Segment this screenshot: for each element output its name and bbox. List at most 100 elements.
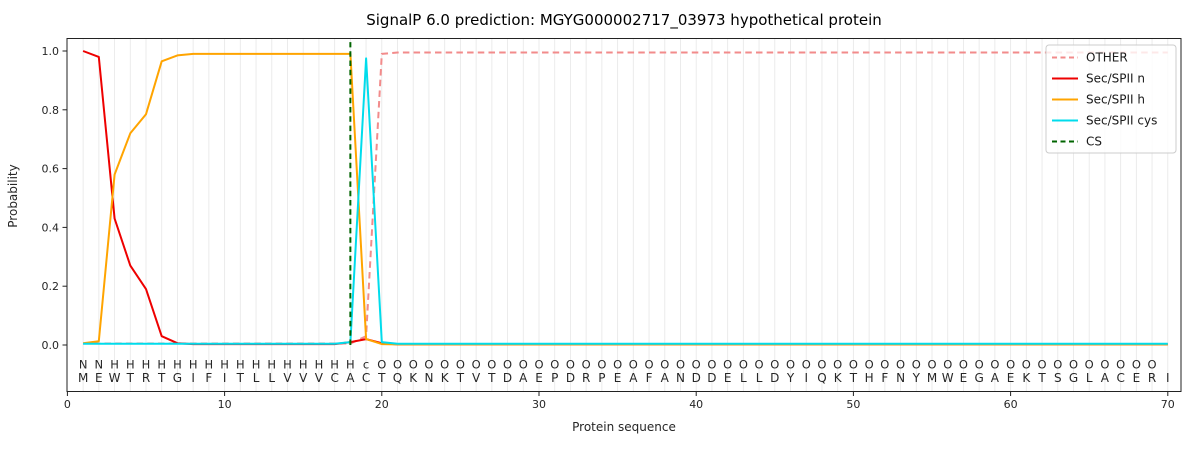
sequence-letter: L [1086,371,1093,385]
region-label-letter: O [927,358,936,372]
x-tick-label: 60 [1004,398,1018,411]
x-tick-label: 70 [1161,398,1175,411]
sequence-letter: P [598,371,605,385]
sequence-letter: Q [393,371,402,385]
region-label-letter: N [95,358,104,372]
region-label-letter: H [205,358,214,372]
region-label-letter: H [252,358,261,372]
sequence-letter: E [1007,371,1015,385]
sequence-letter: D [692,371,701,385]
sequence-letter: A [661,371,670,385]
region-label-letter: O [990,358,999,372]
sequence-letter: W [942,371,954,385]
sequence-letter: R [1148,371,1156,385]
sequence-letter: G [1069,371,1078,385]
region-label-letter: O [676,358,685,372]
x-tick-label: 40 [689,398,703,411]
region-label-letter: H [267,358,276,372]
sequence-letter: T [1037,371,1046,385]
region-label-letter: H [220,358,229,372]
region-label-letter: O [896,358,905,372]
sequence-letter: I [804,371,808,385]
series-line-other [83,51,1168,345]
region-label-letter: O [802,358,811,372]
sequence-letter: T [126,371,135,385]
region-label-letter: O [1085,358,1094,372]
region-label-letter: O [1132,358,1141,372]
region-label-letter: O [1069,358,1078,372]
sequence-letter: C [330,371,338,385]
sequence-letter: G [173,371,182,385]
x-axis-ticks: 0 10 20 30 40 50 60 70 [64,391,1175,411]
region-label-letter: H [315,358,324,372]
legend-entry-label: Sec/SPII h [1086,93,1145,107]
plot-frame [66,38,1182,392]
region-label-letter: O [975,358,984,372]
sequence-letter: V [315,371,324,385]
region-label-letter: H [142,358,151,372]
sequence-letter: Q [817,371,826,385]
sequence-letter: G [975,371,984,385]
region-label-letter: H [126,358,135,372]
region-label-letter: O [912,358,921,372]
region-label-letter: H [173,358,182,372]
sequence-letter: R [142,371,150,385]
sequence-letter: K [1022,371,1031,385]
series-lines [82,42,1168,346]
region-label-letter: O [645,358,654,372]
region-label-letter: O [1022,358,1031,372]
sequence-letter: E [535,371,543,385]
x-tick-label: 30 [532,398,546,411]
region-label-letter: O [817,358,826,372]
region-label-letter: O [1006,358,1015,372]
region-label-letter: O [1116,358,1125,372]
legend-entry-sec-spii-n: Sec/SPII n [1052,72,1145,86]
region-label-letter: O [1100,358,1109,372]
sequence-letter: T [456,371,465,385]
region-label-letter: O [566,358,575,372]
x-tick-label: 10 [218,398,232,411]
legend-entry-label: Sec/SPII cys [1086,114,1157,128]
sequence-letter: A [346,371,355,385]
sequence-letter: L [740,371,747,385]
region-label-letter: O [1038,358,1047,372]
sequence-letter: E [1133,371,1141,385]
sequence-letter: S [1054,371,1062,385]
sequence-letter: T [377,371,386,385]
region-label-letter: O [456,358,465,372]
region-label-letter: H [110,358,119,372]
y-tick-label: 0.0 [42,339,60,352]
sequence-letter: E [724,371,732,385]
sequence-letter: I [1166,371,1170,385]
sequence-letter: K [409,371,418,385]
region-label-letter: O [880,358,889,372]
sequence-letter: C [1116,371,1124,385]
sequence-letter: E [614,371,622,385]
sequence-letter: L [268,371,275,385]
region-label-letter: O [770,358,779,372]
y-tick-label: 1.0 [42,45,60,58]
region-label-letter: O [1053,358,1062,372]
region-label-letter: H [283,358,292,372]
region-label-letter: O [534,358,543,372]
region-label-letter: H [346,358,355,372]
legend-entry-label: OTHER [1086,51,1128,65]
sequence-letter: F [646,371,653,385]
sequence-letter: V [299,371,308,385]
sequence-letter: Y [786,371,795,385]
sequence-letter: A [519,371,528,385]
y-axis-label: Probability [6,164,20,227]
chart-title: SignalP 6.0 prediction: MGYG000002717_03… [366,11,882,30]
region-label-letter: O [660,358,669,372]
region-label-letter: O [519,358,528,372]
sequence-letter: L [756,371,763,385]
region-label-letter: O [472,358,481,372]
y-tick-label: 0.8 [42,104,60,117]
legend-entry-sec-spii-h: Sec/SPII h [1052,93,1145,107]
sequence-letter: M [78,371,88,385]
sequence-letter: E [95,371,103,385]
region-label-letter: O [833,358,842,372]
sequence-letter: P [551,371,558,385]
region-label-letter: O [582,358,591,372]
